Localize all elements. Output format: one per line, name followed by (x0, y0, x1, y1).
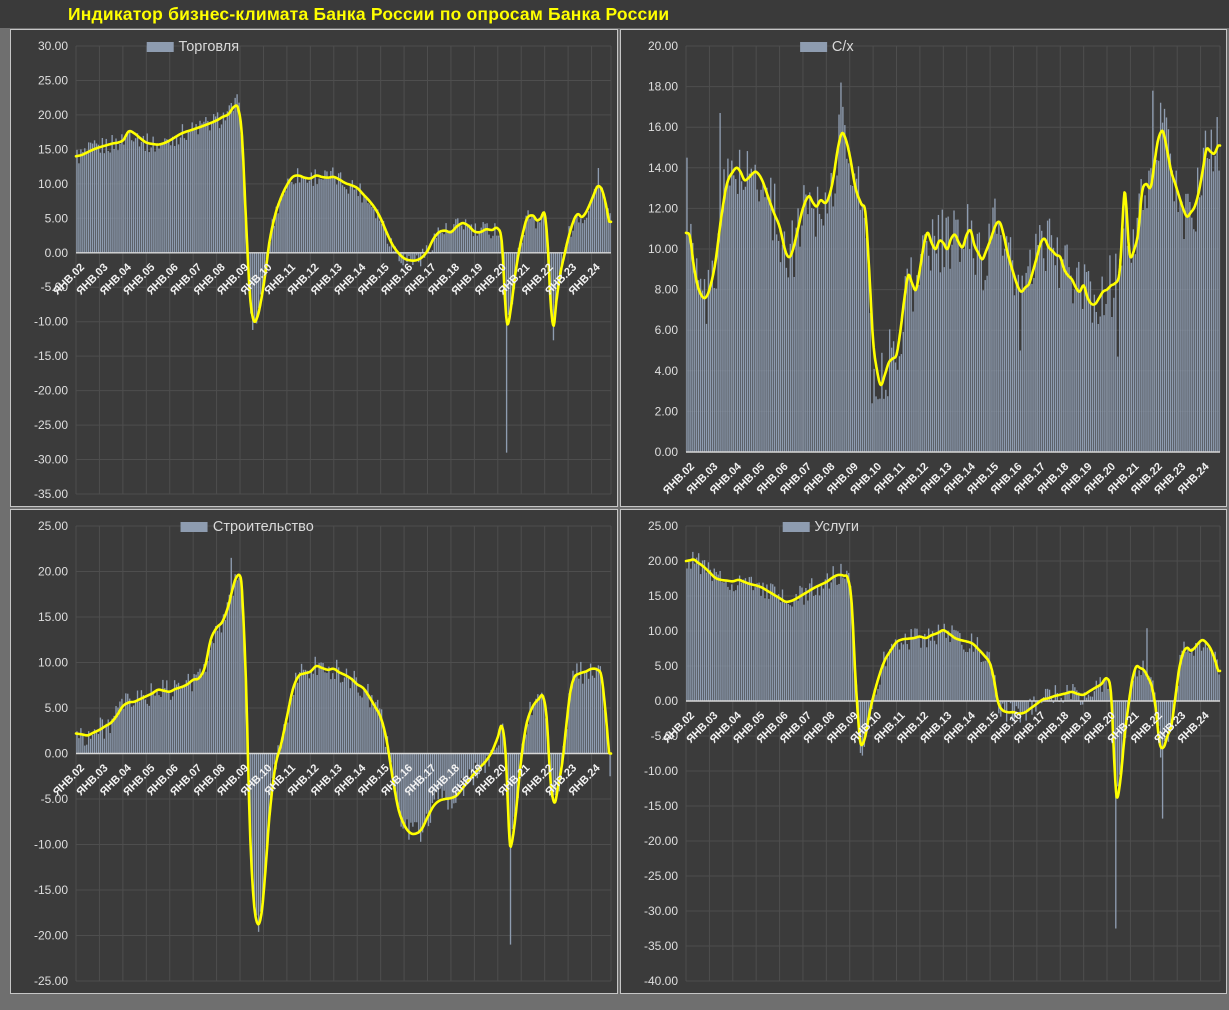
svg-text:0.00: 0.00 (45, 747, 69, 761)
smoothed-line-series (74, 104, 613, 327)
svg-text:-35.00: -35.00 (644, 939, 678, 953)
legend-label-services: Услуги (814, 519, 859, 535)
svg-text:-5.00: -5.00 (41, 792, 69, 806)
svg-text:-10.00: -10.00 (34, 838, 68, 852)
smoothed-line-series (684, 558, 1222, 799)
svg-text:-25.00: -25.00 (34, 974, 68, 988)
svg-text:-10.00: -10.00 (34, 315, 68, 329)
svg-text:-10.00: -10.00 (644, 764, 678, 778)
page-title: Индикатор бизнес-климата Банка России по… (68, 3, 670, 24)
svg-text:-5.00: -5.00 (651, 729, 679, 743)
svg-text:30.00: 30.00 (38, 39, 68, 53)
bars-series (76, 557, 611, 945)
svg-text:20.00: 20.00 (38, 108, 68, 122)
svg-text:25.00: 25.00 (38, 519, 68, 533)
gridlines (75, 45, 612, 495)
svg-text:14.00: 14.00 (648, 161, 678, 175)
chart-canvas-services: -40.00 -35.00 -30.00 -25.00 -20.00 -15.00 -10.… (644, 519, 1222, 988)
svg-text:4.00: 4.00 (655, 364, 679, 378)
chart-panel-construction: Строительство -25.00 -20.00 -15.00 -10.00 -5… (10, 509, 618, 994)
chart-panel-trade: Торговля -35.00 -30.00 -25.00 -20.00 -15.00-… (10, 29, 618, 507)
svg-text:-20.00: -20.00 (34, 384, 68, 398)
svg-text:8.00: 8.00 (655, 283, 679, 297)
svg-text:-15.00: -15.00 (34, 883, 68, 897)
svg-text:-30.00: -30.00 (34, 453, 68, 467)
svg-text:-25.00: -25.00 (644, 869, 678, 883)
svg-text:-30.00: -30.00 (644, 904, 678, 918)
chart-canvas-agri: 0.00 2.00 4.00 6.00 8.00 10.00 12.00 14.00 16.00… (648, 39, 1222, 497)
svg-text:-15.00: -15.00 (34, 349, 68, 363)
chart-canvas-trade: -35.00 -30.00 -25.00 -20.00 -15.00 -10.00 -5.0… (34, 39, 613, 501)
svg-text:5.00: 5.00 (45, 211, 69, 225)
chart-panel-services: Услуги -40.00 -35.00 -30.00 -25.00 -20.00 -15… (620, 509, 1227, 994)
svg-text:2.00: 2.00 (655, 404, 679, 418)
legend-label-agriculture: С/х (831, 39, 854, 55)
svg-text:15.00: 15.00 (38, 610, 68, 624)
svg-text:12.00: 12.00 (648, 201, 678, 215)
legend-label-construction: Строительство (212, 519, 314, 535)
legend-swatch-trade (146, 42, 174, 52)
svg-text:-20.00: -20.00 (644, 834, 678, 848)
svg-text:-35.00: -35.00 (34, 487, 68, 501)
svg-text:10.00: 10.00 (648, 624, 678, 638)
y-axis-labels: -35.00 -30.00 -25.00 -20.00 -15.00 -10.00 -5.0… (34, 39, 68, 501)
svg-text:-5.00: -5.00 (41, 280, 69, 294)
svg-text:-40.00: -40.00 (644, 974, 678, 988)
svg-text:10.00: 10.00 (648, 242, 678, 256)
legend-swatch-construction (180, 522, 208, 532)
gridlines (685, 525, 1221, 982)
svg-text:18.00: 18.00 (648, 80, 678, 94)
x-axis-labels: ЯНВ.02ЯНВ.03ЯНВ.04ЯНВ.05ЯНВ.06ЯНВ.07ЯНВ.… (661, 460, 1212, 497)
x-axis-labels: ЯНВ.02ЯНВ.03ЯНВ.04ЯНВ.05ЯНВ.06ЯНВ.07ЯНВ.… (51, 762, 603, 799)
svg-text:16.00: 16.00 (648, 120, 678, 134)
legend-trade: Торговля (146, 39, 240, 55)
legend-agriculture: С/х (799, 39, 854, 55)
svg-text:10.00: 10.00 (38, 177, 68, 191)
svg-text:25.00: 25.00 (38, 73, 68, 87)
legend-construction: Строительство (180, 519, 314, 535)
svg-text:-25.00: -25.00 (34, 418, 68, 432)
svg-text:0.00: 0.00 (655, 694, 679, 708)
svg-text:-20.00: -20.00 (34, 929, 68, 943)
bars-series (76, 94, 611, 453)
y-axis-labels: -25.00 -20.00 -15.00 -10.00 -5.00 0.00 5.00 10.… (34, 519, 68, 988)
svg-text:10.00: 10.00 (38, 656, 68, 670)
x-axis-labels: ЯНВ.02ЯНВ.03ЯНВ.04ЯНВ.05ЯНВ.06ЯНВ.07ЯНВ.… (661, 709, 1212, 746)
legend-services: Услуги (782, 519, 859, 535)
svg-text:15.00: 15.00 (648, 589, 678, 603)
svg-text:20.00: 20.00 (648, 554, 678, 568)
bars-series (686, 82, 1220, 453)
svg-text:5.00: 5.00 (45, 701, 69, 715)
smoothed-line-series (684, 129, 1222, 387)
y-axis-labels: -40.00 -35.00 -30.00 -25.00 -20.00 -15.00 -10.… (644, 519, 678, 988)
svg-text:-15.00: -15.00 (644, 799, 678, 813)
bars-series (686, 551, 1220, 929)
y-axis-labels: 0.00 2.00 4.00 6.00 8.00 10.00 12.00 14.00 16.00… (648, 39, 678, 459)
svg-text:25.00: 25.00 (648, 519, 678, 533)
svg-text:6.00: 6.00 (655, 323, 679, 337)
legend-label-trade: Торговля (178, 39, 240, 55)
svg-text:0.00: 0.00 (45, 246, 69, 260)
title-bar: Индикатор бизнес-климата Банка России по… (0, 0, 1229, 28)
svg-text:0.00: 0.00 (655, 445, 679, 459)
smoothed-line-series (74, 573, 613, 926)
svg-text:15.00: 15.00 (38, 142, 68, 156)
chart-canvas-constr: -25.00 -20.00 -15.00 -10.00 -5.00 0.00 5.00 10.… (34, 519, 613, 988)
svg-text:20.00: 20.00 (38, 565, 68, 579)
x-axis-labels: ЯНВ.02ЯНВ.03ЯНВ.04ЯНВ.05ЯНВ.06ЯНВ.07ЯНВ.… (51, 261, 603, 298)
chart-panel-agriculture: С/х 0.00 2.00 4.00 6.00 8.00 10.00 12.00 14.00 1… (620, 29, 1227, 507)
legend-swatch-agriculture (799, 42, 827, 52)
legend-swatch-services (782, 522, 810, 532)
svg-text:5.00: 5.00 (655, 659, 679, 673)
gridlines (685, 45, 1221, 453)
svg-text:20.00: 20.00 (648, 39, 678, 53)
